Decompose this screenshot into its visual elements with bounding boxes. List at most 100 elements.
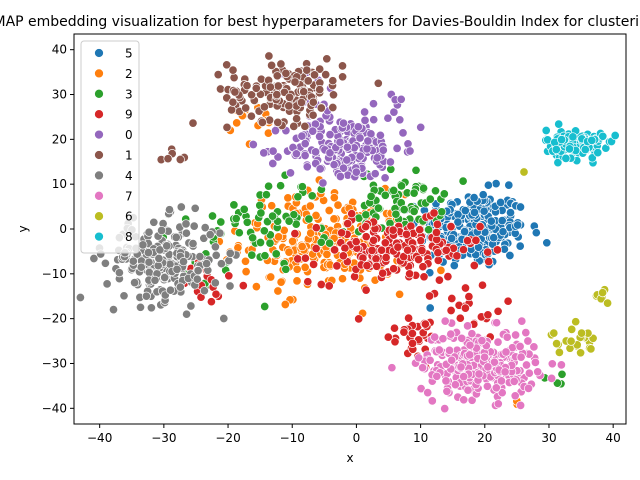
data-point-series-0 [302,162,312,172]
data-point-series-9 [338,251,348,261]
legend-label-5: 5 [125,47,133,61]
data-point-series-9 [324,281,334,291]
data-point-series-6 [567,324,577,334]
data-point-series-3 [304,214,314,224]
data-point-series-9 [378,268,388,278]
data-point-series-0 [300,139,310,149]
data-point-series-9 [433,255,443,265]
data-point-series-7 [440,316,450,326]
data-point-series-9 [290,229,300,239]
data-point-series-9 [464,292,474,302]
data-point-series-4 [162,241,172,251]
data-point-series-9 [343,219,353,229]
data-point-series-4 [135,302,146,312]
data-point-series-9 [425,291,435,301]
data-point-series-0 [362,144,372,154]
data-point-series-3 [391,209,401,219]
data-point-series-7 [501,347,511,357]
data-point-series-9 [330,245,340,255]
data-point-series-1 [322,54,332,64]
data-point-series-2 [273,286,283,296]
legend-marker-8 [94,231,104,242]
data-point-series-9 [316,279,326,290]
data-point-series-9 [311,243,321,254]
data-point-series-3 [264,181,274,191]
data-point-series-4 [211,250,221,260]
data-point-series-4 [157,225,167,236]
data-point-series-7 [467,329,477,339]
data-point-series-3 [409,188,419,198]
data-point-series-7 [434,345,444,355]
data-point-series-0 [259,148,269,158]
data-point-series-5 [460,227,470,237]
data-point-series-5 [486,216,496,226]
data-point-series-4 [164,205,175,215]
data-point-series-0 [392,143,402,153]
data-point-series-4 [195,252,205,262]
legend-label-4: 4 [125,169,133,183]
data-point-series-7 [547,373,557,383]
data-point-series-7 [387,363,397,373]
data-point-series-5 [515,241,525,251]
data-point-series-4 [149,217,159,227]
data-point-series-3 [373,203,383,213]
data-point-series-1 [292,114,302,124]
data-point-series-5 [453,217,463,227]
data-point-series-1 [285,92,295,102]
data-point-series-3 [242,217,252,227]
data-point-series-9 [371,254,381,264]
legend-marker-4 [94,170,104,181]
data-point-series-3 [325,238,335,248]
data-point-series-7 [523,383,534,393]
data-point-series-9 [415,225,425,235]
data-point-series-8 [593,148,603,158]
data-point-series-4 [219,313,229,324]
data-point-series-8 [580,145,590,155]
data-point-series-0 [360,115,370,125]
data-point-series-9 [460,303,470,313]
data-point-series-3 [419,183,429,193]
data-point-series-0 [325,130,335,140]
data-point-series-7 [444,345,455,355]
data-point-series-9 [337,228,347,238]
data-point-series-4 [102,279,112,289]
data-point-series-0 [308,126,318,136]
data-point-series-5 [483,180,493,190]
data-point-series-4 [189,221,199,231]
y-tick-label: −40 [42,401,67,415]
data-point-series-0 [273,152,283,162]
data-point-series-6 [519,167,529,177]
data-point-series-0 [248,139,258,150]
legend: 5 2 3 9 0 1 4 7 6 8 [80,40,140,254]
data-point-series-2 [300,262,310,272]
data-point-series-9 [469,260,479,271]
y-tick-label: 40 [52,43,67,57]
legend-label-3: 3 [125,87,133,101]
data-point-series-3 [293,192,303,202]
data-point-series-9 [441,245,451,255]
data-point-series-3 [256,208,266,218]
data-point-series-0 [351,167,361,177]
data-point-series-1 [273,81,283,91]
data-point-series-4 [138,240,148,250]
data-point-series-7 [529,342,539,352]
x-tick-label: 40 [606,431,621,445]
data-point-series-3 [207,211,218,221]
data-point-series-7 [530,357,540,367]
data-point-series-3 [268,211,278,221]
data-point-series-1 [290,77,300,87]
data-point-series-7 [491,383,501,393]
data-point-series-1 [251,83,261,93]
data-point-series-9 [311,223,321,233]
data-point-series-3 [380,190,390,200]
data-point-series-4 [210,242,220,252]
data-point-series-9 [361,222,371,232]
data-point-series-0 [338,163,349,173]
data-point-series-0 [395,115,405,125]
data-point-series-3 [255,200,265,210]
data-point-series-2 [283,193,293,203]
data-point-series-0 [360,107,370,117]
y-tick-label: 10 [52,177,67,191]
data-point-series-4 [176,202,186,212]
data-point-series-3 [425,194,435,204]
